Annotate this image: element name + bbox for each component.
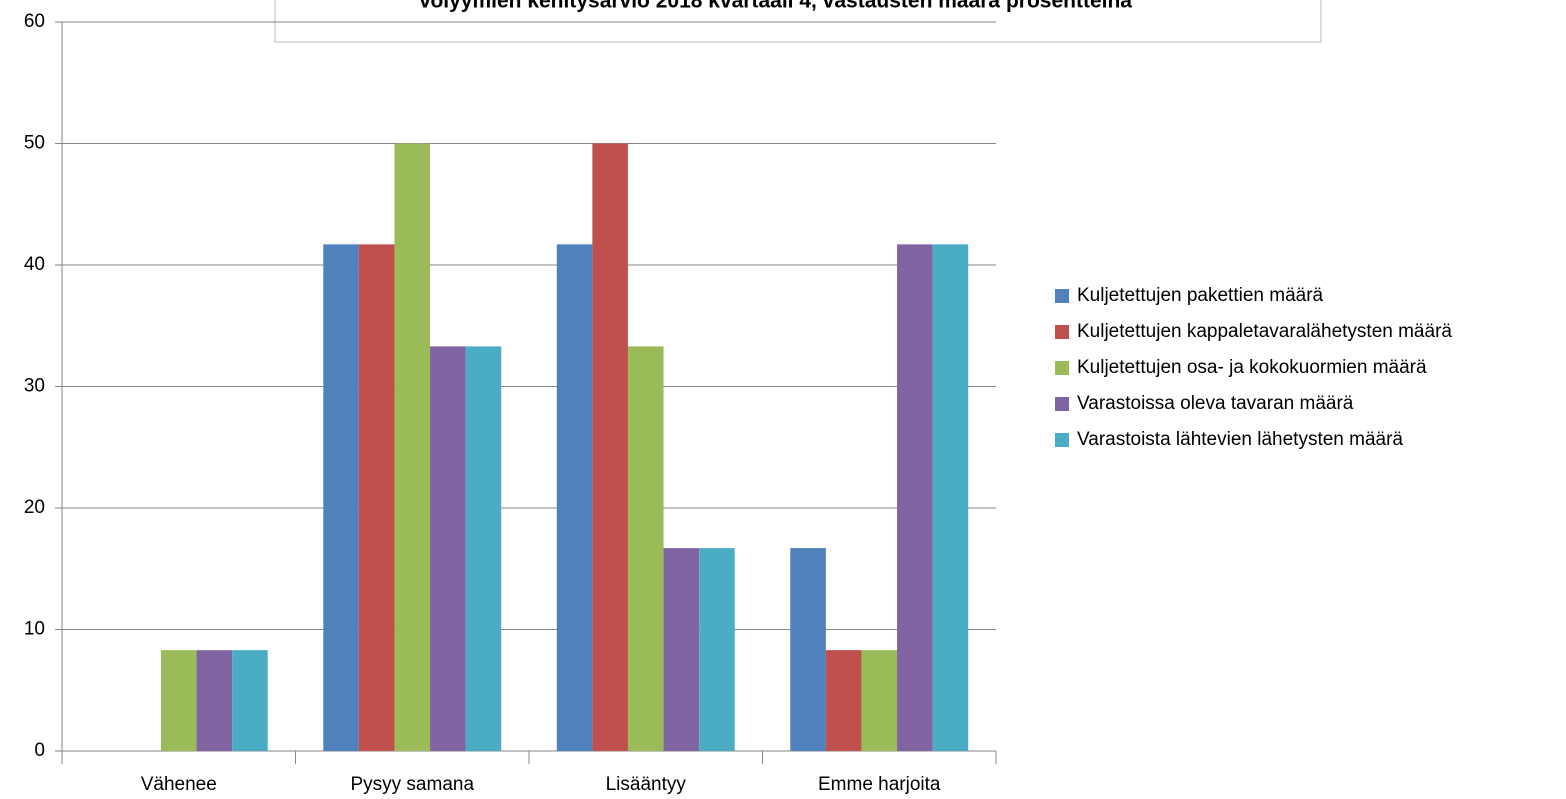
- bar: [232, 650, 268, 751]
- legend-swatch: [1055, 325, 1069, 339]
- bar: [323, 244, 359, 751]
- legend-swatch: [1055, 433, 1069, 447]
- legend-label: Kuljetettujen kappaletavaralähetysten mä…: [1077, 321, 1452, 342]
- chart-title: Volyymien kehitysarvio 2018 kvartaali 4,…: [418, 0, 1132, 13]
- y-tick-label: 60: [24, 11, 45, 32]
- y-tick-label: 30: [24, 376, 45, 397]
- legend-label: Varastoista lähtevien lähetysten määrä: [1077, 429, 1403, 450]
- bar: [663, 548, 700, 751]
- x-tick-label: Vähenee: [141, 774, 217, 795]
- legend-label: Kuljetettujen osa- ja kokokuormien määrä: [1077, 357, 1427, 378]
- x-tick-label: Lisääntyy: [606, 774, 687, 795]
- bar: [556, 244, 593, 751]
- bar: [627, 346, 664, 751]
- bar: [932, 244, 969, 751]
- legend-label: Kuljetettujen pakettien määrä: [1077, 285, 1324, 306]
- y-tick-label: 20: [24, 497, 45, 518]
- legend-swatch: [1055, 361, 1069, 375]
- bar: [825, 650, 862, 751]
- bar: [592, 143, 628, 751]
- y-tick-label: 40: [24, 254, 45, 275]
- bar: [699, 548, 735, 751]
- legend-swatch: [1055, 397, 1069, 411]
- x-tick-label: Pysyy samana: [350, 774, 474, 795]
- y-tick-label: 10: [24, 619, 45, 640]
- title-box: [274, 0, 1322, 43]
- bar: [465, 346, 502, 751]
- bar: [861, 650, 898, 751]
- y-tick-label: 50: [24, 133, 45, 154]
- bar: [394, 143, 431, 751]
- bar: [358, 244, 395, 751]
- x-tick-label: Emme harjoita: [818, 774, 941, 795]
- bar: [790, 548, 826, 751]
- legend-label: Varastoissa oleva tavaran määrä: [1077, 393, 1354, 414]
- y-tick-label: 0: [34, 740, 45, 761]
- bar: [160, 650, 197, 751]
- bar: [897, 244, 933, 751]
- legend-swatch: [1055, 289, 1069, 303]
- bar: [430, 346, 466, 751]
- bar: [196, 650, 233, 751]
